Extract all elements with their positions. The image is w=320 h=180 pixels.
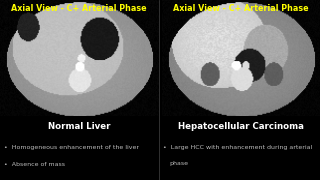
Text: Hepatocellular Carcinoma: Hepatocellular Carcinoma	[178, 122, 304, 131]
Text: Axial View - C+ Arterial Phase: Axial View - C+ Arterial Phase	[173, 4, 308, 13]
Text: •  Homogeneous enhancement of the liver: • Homogeneous enhancement of the liver	[4, 145, 139, 150]
Text: •  Large HCC with enhancement during arterial: • Large HCC with enhancement during arte…	[163, 145, 312, 150]
Text: Normal Liver: Normal Liver	[48, 122, 110, 131]
Text: •  Absence of mass: • Absence of mass	[4, 162, 65, 167]
Bar	[0, 116, 320, 180]
Text: Axial View - C+ Arterial Phase: Axial View - C+ Arterial Phase	[12, 4, 147, 13]
Text: phase: phase	[170, 161, 188, 166]
